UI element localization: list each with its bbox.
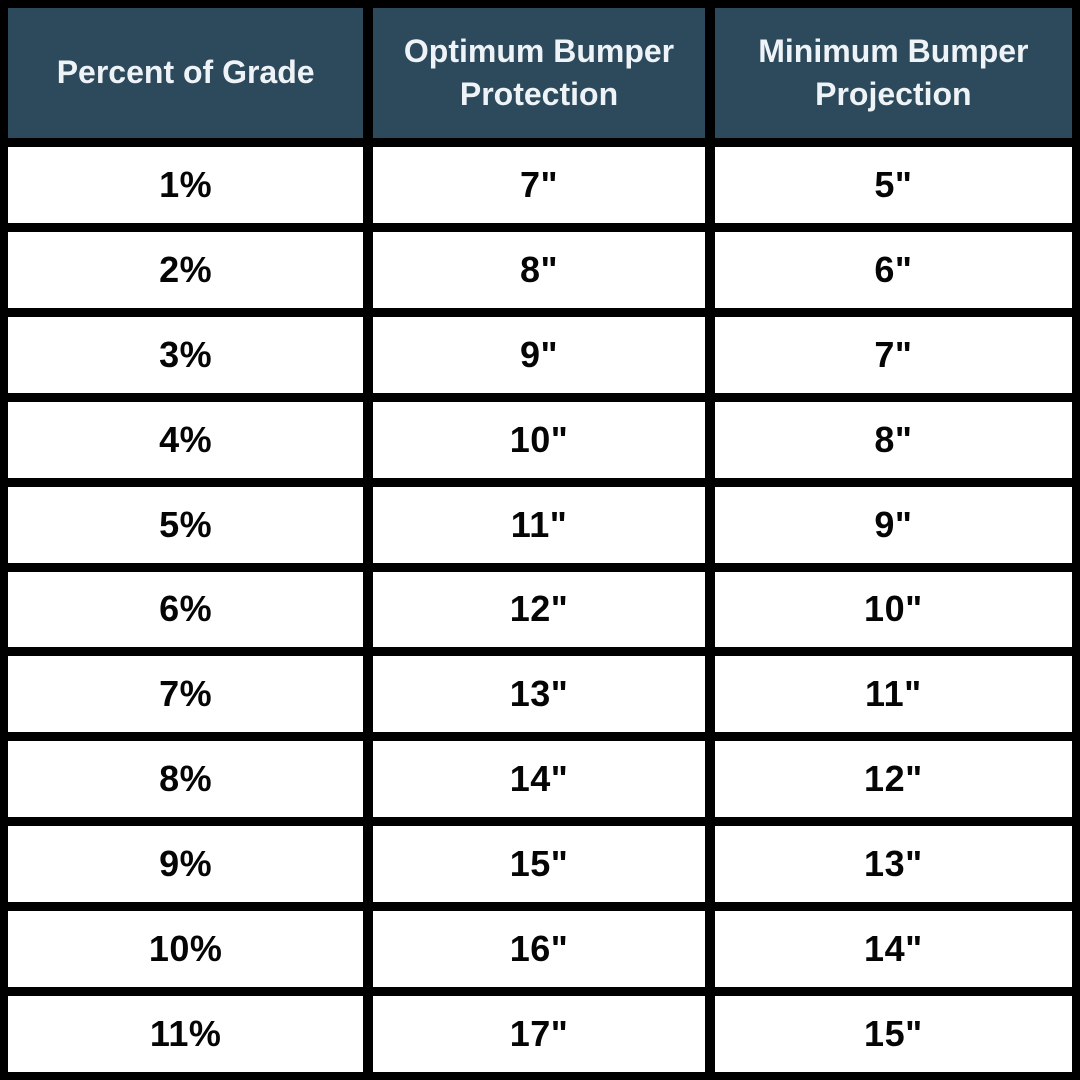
table-cell-grade: 3% — [8, 316, 364, 393]
table-cell-minimum: 13" — [714, 826, 1072, 903]
table-cell-minimum: 7" — [714, 316, 1072, 393]
table-cell-grade: 2% — [8, 231, 364, 308]
table-cell-optimum: 15" — [373, 826, 705, 903]
table-cell-grade: 6% — [8, 571, 364, 648]
table-cell-optimum: 11" — [373, 486, 705, 563]
table-cell-grade: 10% — [8, 911, 364, 988]
table-cell-minimum: 11" — [714, 656, 1072, 733]
header-cell-percent-of-grade: Percent of Grade — [8, 8, 364, 138]
table-cell-minimum: 14" — [714, 911, 1072, 988]
table-cell-grade: 11% — [8, 996, 364, 1072]
table-cell-grade: 4% — [8, 401, 364, 478]
table-cell-optimum: 7" — [373, 147, 705, 223]
table-cell-optimum: 9" — [373, 316, 705, 393]
table-cell-grade: 9% — [8, 826, 364, 903]
table-cell-minimum: 8" — [714, 401, 1072, 478]
table-cell-optimum: 16" — [373, 911, 705, 988]
table-cell-optimum: 10" — [373, 401, 705, 478]
table-cell-minimum: 10" — [714, 571, 1072, 648]
table-cell-minimum: 6" — [714, 231, 1072, 308]
table-cell-optimum: 14" — [373, 741, 705, 818]
table-cell-minimum: 9" — [714, 486, 1072, 563]
table-cell-minimum: 5" — [714, 147, 1072, 223]
header-cell-optimum-bumper-protection: Optimum Bumper Protection — [373, 8, 705, 138]
header-cell-minimum-bumper-projection: Minimum Bumper Projection — [714, 8, 1072, 138]
table-cell-grade: 1% — [8, 147, 364, 223]
table-cell-optimum: 13" — [373, 656, 705, 733]
table-cell-grade: 5% — [8, 486, 364, 563]
table-cell-optimum: 8" — [373, 231, 705, 308]
table-cell-minimum: 12" — [714, 741, 1072, 818]
table-cell-grade: 8% — [8, 741, 364, 818]
table-cell-grade: 7% — [8, 656, 364, 733]
table-cell-optimum: 17" — [373, 996, 705, 1072]
table-cell-minimum: 15" — [714, 996, 1072, 1072]
table-cell-optimum: 12" — [373, 571, 705, 648]
